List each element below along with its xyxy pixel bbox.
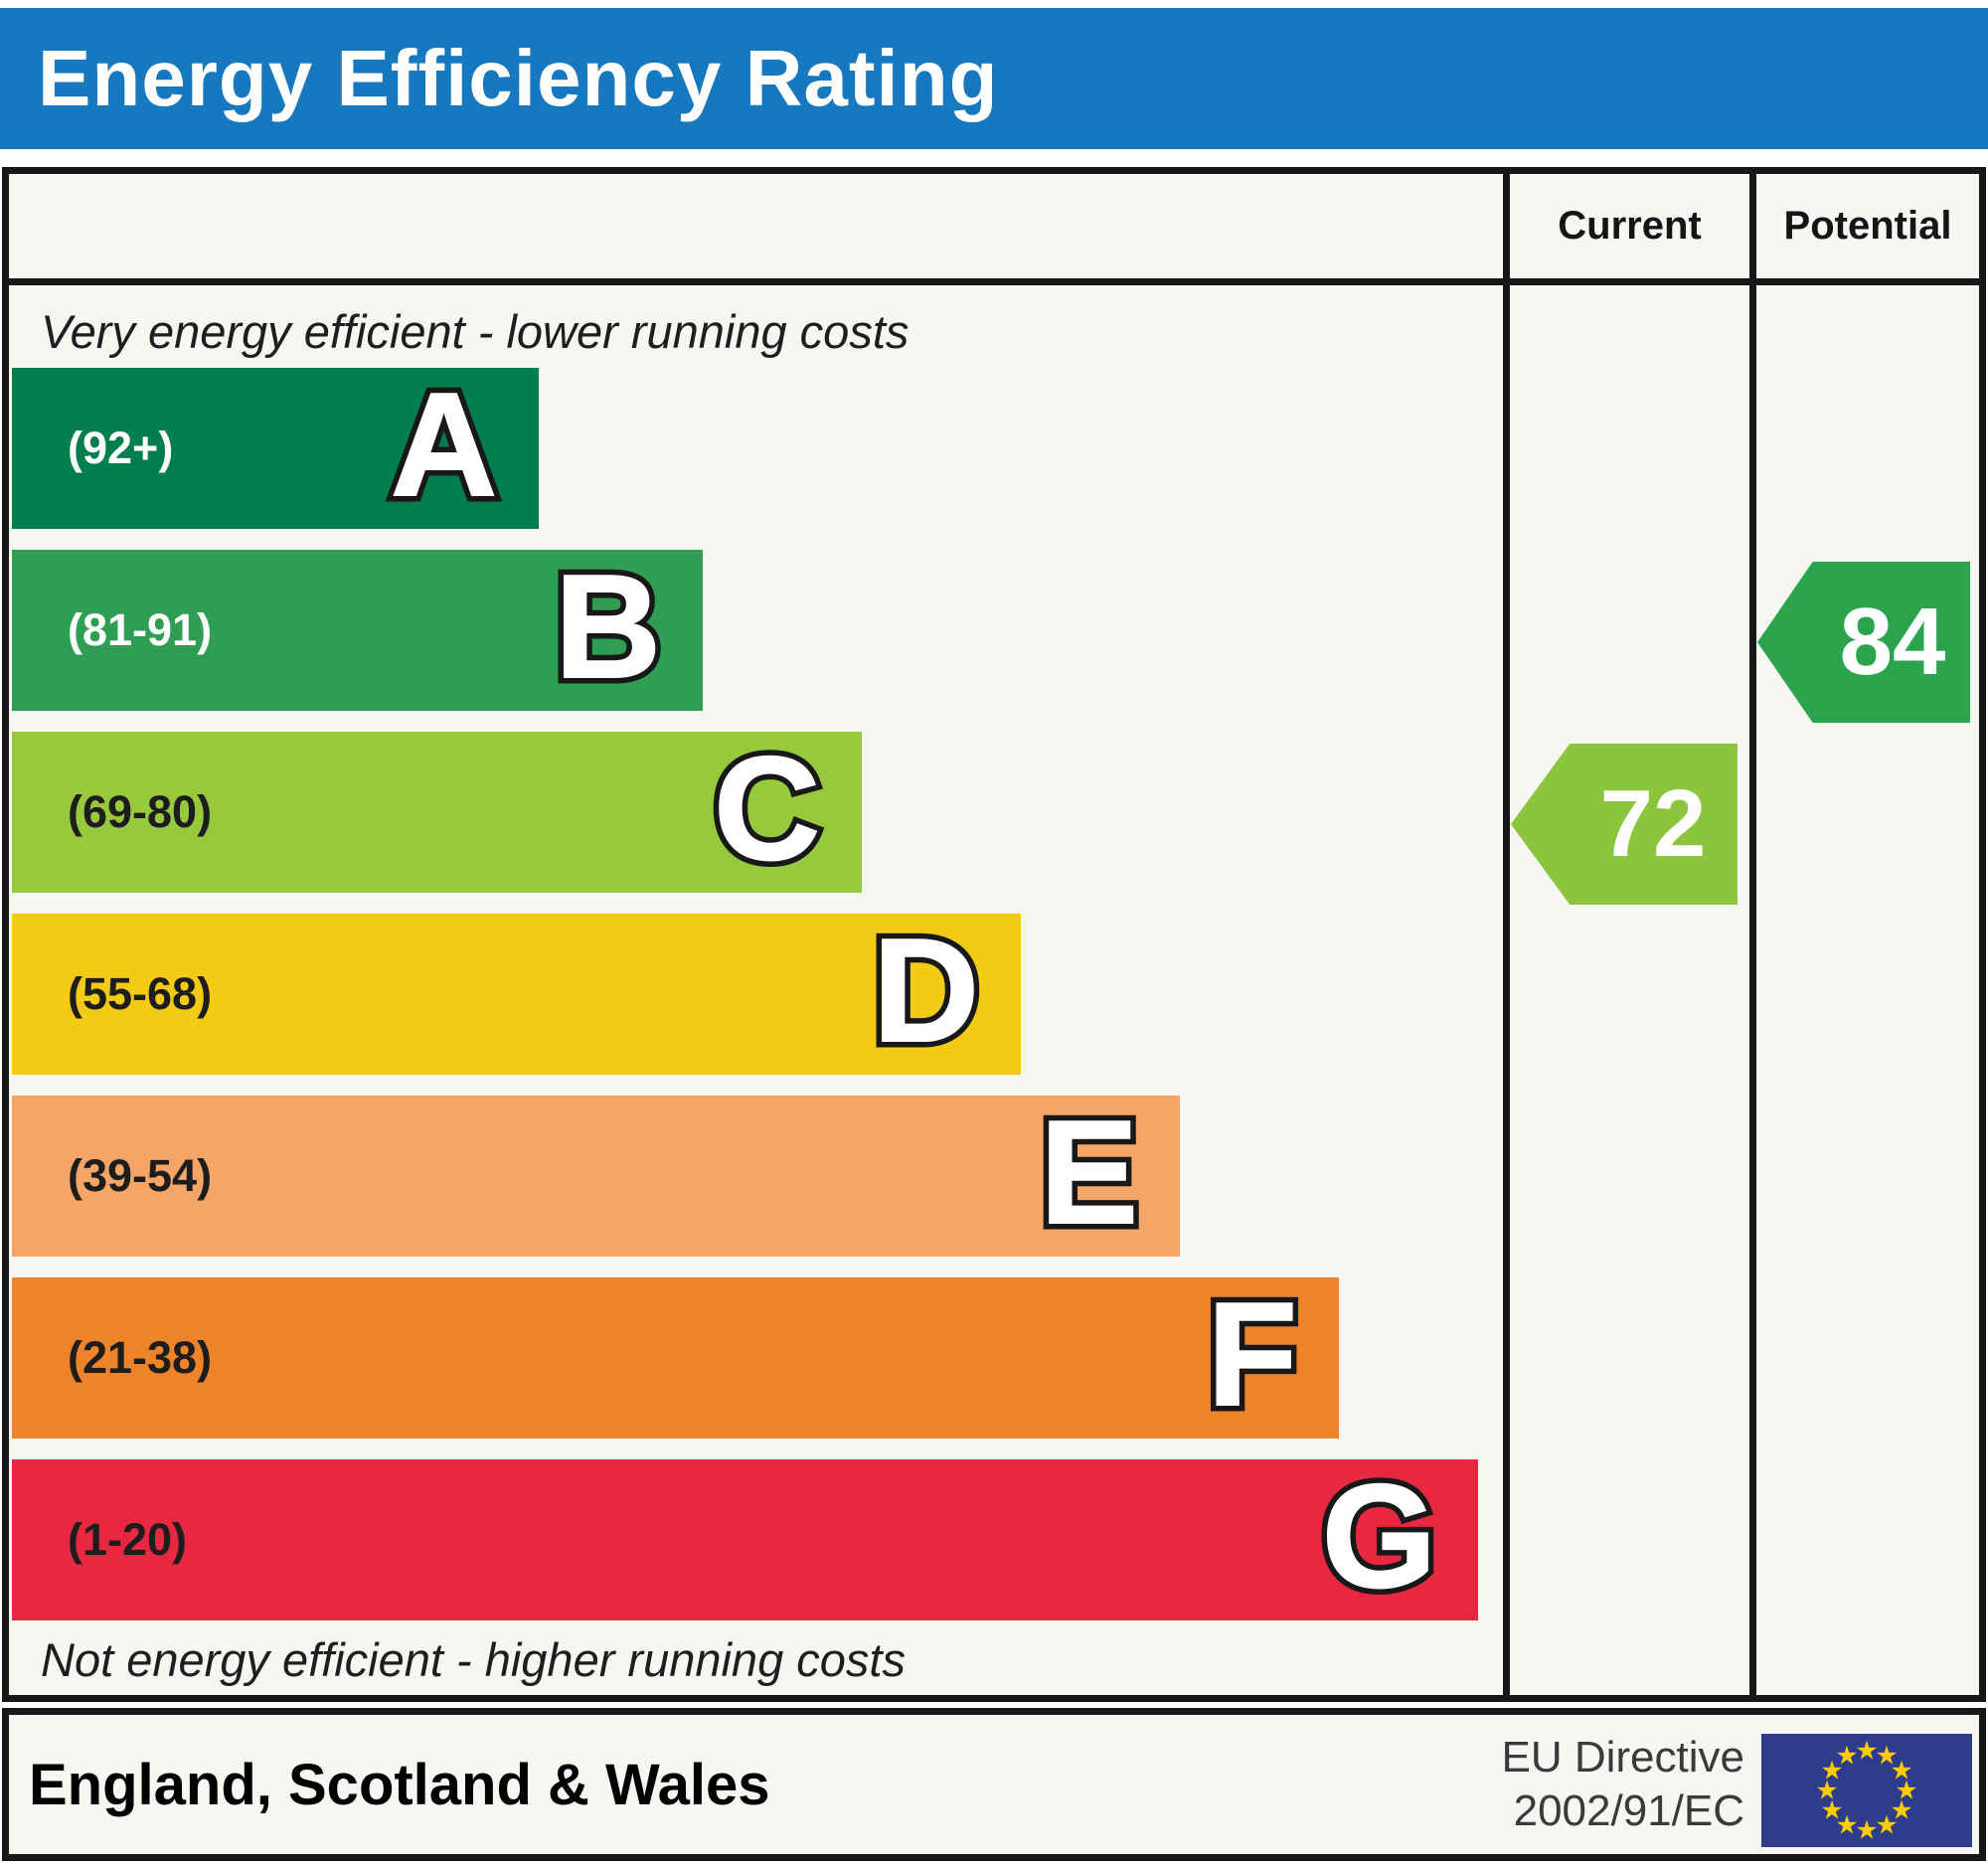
eu-star-icon: ★ [1890,1794,1913,1825]
eu-star-icon: ★ [1835,1809,1859,1840]
eu-star-icon: ★ [1875,1809,1899,1840]
eu-directive-line1: EU Directive [1501,1733,1745,1782]
eu-star-icon: ★ [1820,1755,1844,1785]
caption-not-efficient: Not energy efficient - higher running co… [41,1632,906,1686]
potential-rating-value: 84 [1839,589,1946,695]
title-bar: Energy Efficiency Rating [0,8,1988,149]
band-range: (92+) [68,423,174,473]
band-range: (81-91) [68,604,213,655]
column-divider-potential [1749,174,1756,1695]
rating-table: Current Potential Very energy efficient … [2,167,1986,1702]
potential-rating-badge: 84 [1757,562,1970,723]
potential-column-header: Potential [1783,204,1952,248]
eu-star-icon: ★ [1820,1794,1844,1825]
eu-star-icon: ★ [1855,1735,1879,1766]
eu-star-icon: ★ [1835,1740,1859,1771]
eu-star-icon: ★ [1895,1775,1918,1805]
caption-very-efficient: Very energy efficient - lower running co… [41,304,910,358]
band-range: (39-54) [68,1150,213,1201]
footer-bar: England, Scotland & Wales EU Directive 2… [2,1708,1986,1861]
eu-star-icon: ★ [1890,1755,1913,1785]
eu-flag-icon: ★ ★ ★ ★ ★ ★ ★ ★ ★ ★ ★ ★ [1761,1734,1972,1847]
eu-star-icon: ★ [1875,1740,1899,1771]
header-underline [9,278,1979,285]
column-divider-current [1503,174,1510,1695]
band-range: (1-20) [68,1514,188,1565]
band-range: (21-38) [68,1332,213,1383]
current-rating-value: 72 [1599,770,1707,877]
eu-star-icon: ★ [1815,1775,1839,1805]
current-rating-badge: 72 [1511,744,1738,905]
current-column-header: Current [1558,204,1702,248]
eu-star-icon: ★ [1855,1814,1879,1845]
region-label: England, Scotland & Wales [29,1752,770,1817]
eu-directive-line2: 2002/91/EC [1513,1786,1744,1835]
eu-directive-text: EU Directive 2002/91/EC [1502,1715,1745,1854]
band-range: (69-80) [68,786,213,837]
band-range: (55-68) [68,968,213,1019]
page-title: Energy Efficiency Rating [38,34,999,122]
